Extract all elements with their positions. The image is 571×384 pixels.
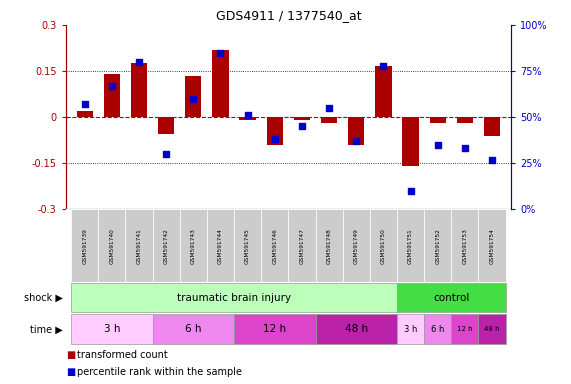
Text: 48 h: 48 h [345, 324, 368, 334]
Bar [429, 117, 446, 123]
Text: GSM591742: GSM591742 [164, 228, 168, 264]
Bar [403, 117, 419, 166]
Text: time ▶: time ▶ [30, 324, 63, 334]
Point [80, 101, 89, 107]
Text: 6 h: 6 h [431, 325, 444, 334]
Bar [484, 117, 500, 136]
Bar [158, 117, 174, 134]
Text: GSM591745: GSM591745 [245, 228, 250, 264]
Point [270, 136, 279, 142]
Bar [71, 283, 397, 312]
Text: GSM591750: GSM591750 [381, 228, 386, 264]
Text: GSM591740: GSM591740 [109, 228, 114, 264]
Bar [267, 117, 283, 145]
Text: GSM591748: GSM591748 [327, 228, 332, 264]
Text: control: control [433, 293, 469, 303]
Point [406, 188, 415, 194]
Bar [77, 111, 93, 117]
Bar [321, 117, 337, 123]
Bar [131, 63, 147, 117]
Text: GSM591746: GSM591746 [272, 228, 278, 264]
Bar [348, 117, 364, 145]
Point [189, 96, 198, 102]
Point [460, 146, 469, 152]
Title: GDS4911 / 1377540_at: GDS4911 / 1377540_at [215, 9, 361, 22]
Bar [375, 66, 392, 117]
Point [162, 151, 171, 157]
Text: 48 h: 48 h [484, 326, 500, 332]
Text: GSM591753: GSM591753 [463, 228, 468, 264]
Bar [261, 209, 288, 282]
Text: GSM591744: GSM591744 [218, 228, 223, 264]
Point [297, 123, 307, 129]
Bar [71, 314, 152, 344]
Point [352, 138, 361, 144]
Text: GSM591741: GSM591741 [136, 228, 142, 264]
Bar [98, 209, 126, 282]
Bar [126, 209, 152, 282]
Bar [424, 314, 451, 344]
Bar [451, 314, 478, 344]
Point [324, 105, 333, 111]
Bar [207, 209, 234, 282]
Bar [185, 76, 202, 117]
Text: GSM591747: GSM591747 [299, 228, 304, 264]
Bar [397, 209, 424, 282]
Point [134, 59, 143, 65]
Bar [316, 209, 343, 282]
Bar [104, 74, 120, 117]
Bar [71, 209, 98, 282]
Text: 3 h: 3 h [103, 324, 120, 334]
Bar [316, 314, 397, 344]
Bar [370, 209, 397, 282]
Bar [478, 209, 505, 282]
Text: GSM591752: GSM591752 [435, 228, 440, 264]
Bar [234, 314, 316, 344]
Bar [234, 209, 261, 282]
Text: traumatic brain injury: traumatic brain injury [177, 293, 291, 303]
Text: 6 h: 6 h [185, 324, 202, 334]
Text: 12 h: 12 h [457, 326, 473, 332]
Text: 12 h: 12 h [263, 324, 286, 334]
Bar [288, 209, 316, 282]
Point [433, 142, 443, 148]
Text: GSM591749: GSM591749 [354, 228, 359, 264]
Bar [451, 209, 478, 282]
Text: ■: ■ [66, 367, 75, 377]
Text: GSM591754: GSM591754 [489, 228, 494, 264]
Text: shock ▶: shock ▶ [24, 293, 63, 303]
Point [216, 50, 225, 56]
Text: transformed count: transformed count [77, 350, 168, 360]
Bar [343, 209, 370, 282]
Bar [239, 117, 256, 120]
Bar [424, 209, 451, 282]
Bar [478, 314, 505, 344]
Point [243, 112, 252, 118]
Bar [397, 283, 505, 312]
Point [107, 83, 116, 89]
Bar [212, 50, 228, 117]
Text: GSM591739: GSM591739 [82, 228, 87, 264]
Text: percentile rank within the sample: percentile rank within the sample [77, 367, 242, 377]
Text: GSM591743: GSM591743 [191, 228, 196, 264]
Bar [397, 314, 424, 344]
Bar [457, 117, 473, 123]
Bar [180, 209, 207, 282]
Bar [152, 314, 234, 344]
Text: 3 h: 3 h [404, 325, 417, 334]
Point [379, 63, 388, 69]
Text: GSM591751: GSM591751 [408, 228, 413, 264]
Bar [152, 209, 180, 282]
Text: ■: ■ [66, 350, 75, 360]
Bar [294, 117, 310, 120]
Point [488, 156, 497, 162]
